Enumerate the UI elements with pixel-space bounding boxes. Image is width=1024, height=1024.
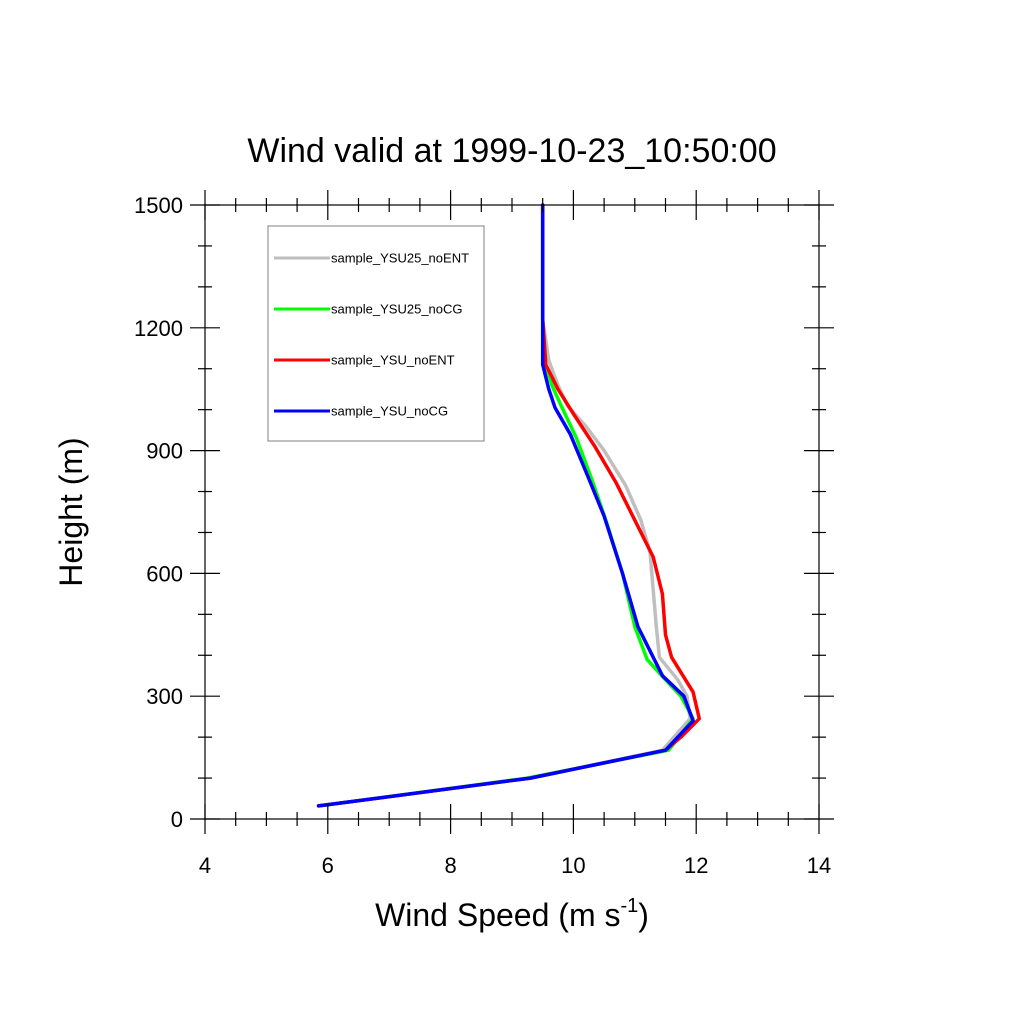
legend-label-3: sample_YSU_noENT — [331, 353, 455, 368]
legend: sample_YSU25_noENT sample_YSU25_noCGsampl… — [274, 251, 469, 419]
y-tick-label: 0 — [171, 807, 183, 832]
x-axis-title-close: ) — [638, 897, 649, 933]
chart-title: Wind valid at 1999-10-23_10:50:00 — [247, 132, 776, 170]
y-tick-label: 600 — [146, 561, 183, 586]
x-tick-label: 14 — [807, 853, 831, 878]
y-axis-title: Height (m) — [53, 437, 89, 586]
x-tick-label: 10 — [561, 853, 585, 878]
x-axis-title-superscript: -1 — [620, 895, 638, 917]
legend-label-4: sample_YSU_noCG — [331, 404, 448, 419]
y-tick-label: 1200 — [134, 316, 183, 341]
plot-series — [316, 203, 702, 808]
x-tick-label: 6 — [322, 853, 334, 878]
plot-frame — [204, 204, 820, 820]
x-tick-label: 12 — [684, 853, 708, 878]
y-tick-label: 1500 — [134, 193, 183, 218]
x-axis-title: Wind Speed (m s-1) — [375, 895, 649, 933]
x-tick-label: 4 — [199, 853, 211, 878]
tick-labels: 4 6 8 10 12 14 0 300 600 900 1200 1500 — [134, 193, 831, 878]
x-axis-title-main: Wind Speed (m s — [375, 897, 620, 933]
y-tick-label: 900 — [146, 439, 183, 464]
series-line-4 — [316, 203, 695, 808]
y-tick-label: 300 — [146, 684, 183, 709]
legend-label-1: sample_YSU25_noENT — [331, 251, 469, 266]
x-tick-label: 8 — [444, 853, 456, 878]
legend-label-2: sample_YSU25_noCG — [331, 302, 463, 317]
legend-box — [267, 225, 485, 442]
